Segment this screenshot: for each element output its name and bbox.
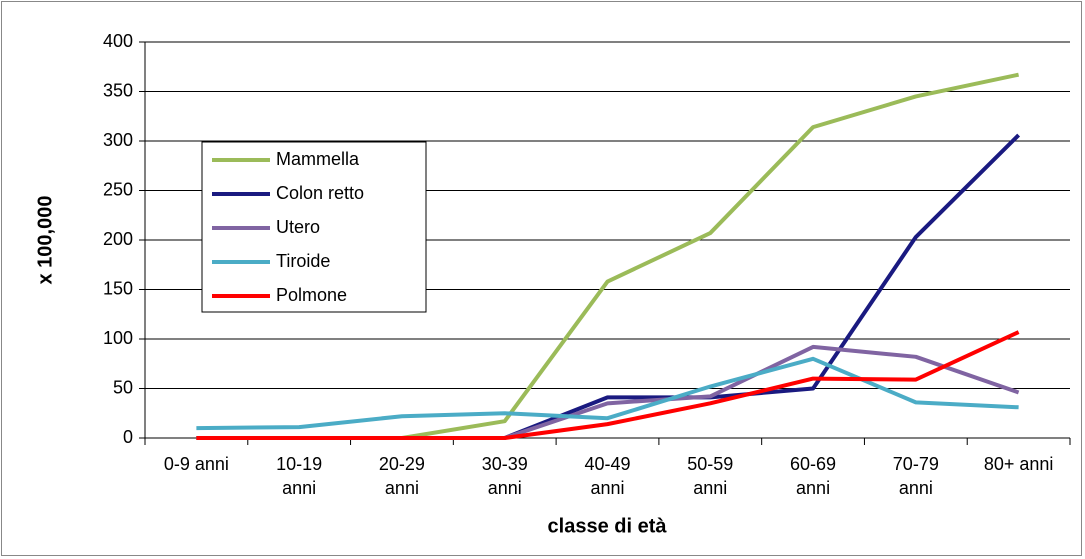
x-tick-label: 50-59 anni <box>687 454 734 498</box>
x-axis-title: classe di età <box>548 515 668 537</box>
legend-label: Polmone <box>276 285 347 305</box>
legend-label: Mammella <box>276 149 360 169</box>
x-tick-label: 30-39 anni <box>481 454 528 498</box>
y-tick-label: 200 <box>103 229 133 249</box>
y-tick-label: 100 <box>103 328 133 348</box>
y-tick-label: 350 <box>103 80 133 100</box>
legend-label: Colon retto <box>276 183 364 203</box>
x-tick-label: 0-9 anni <box>163 454 229 474</box>
y-tick-label: 0 <box>123 427 133 447</box>
series-line <box>196 356 1019 431</box>
y-tick-label: 50 <box>113 377 133 397</box>
legend-label: Utero <box>276 217 320 237</box>
x-tick-label: 40-49 anni <box>584 454 631 498</box>
y-axis-title: x 100,000 <box>34 196 56 285</box>
y-tick-label: 300 <box>103 130 133 150</box>
y-tick-label: 400 <box>103 31 133 51</box>
x-tick-label: 60-69 anni <box>790 454 837 498</box>
x-tick-label: 80+ anni <box>983 454 1054 474</box>
series-line <box>196 330 1020 440</box>
legend-label: Tiroide <box>276 251 330 271</box>
x-tick-label: 70-79 anni <box>892 454 939 498</box>
x-tick-label: 20-29 anni <box>378 454 425 498</box>
x-tick-label: 10-19 anni <box>276 454 323 498</box>
y-tick-label: 250 <box>103 179 133 199</box>
y-tick-label: 150 <box>103 278 133 298</box>
